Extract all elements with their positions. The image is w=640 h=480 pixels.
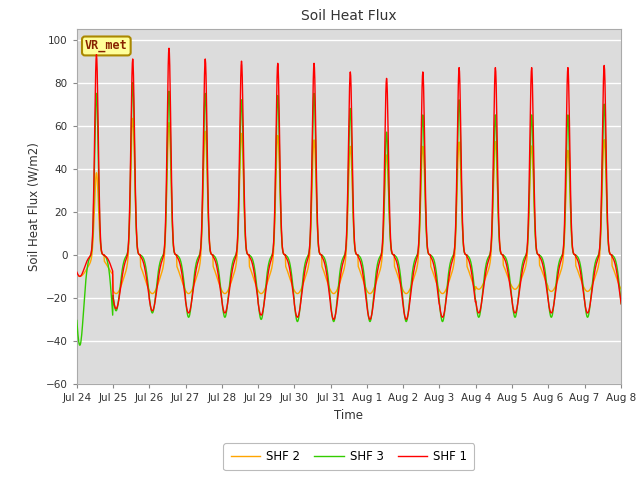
SHF 1 [164, 106, 172, 112]
SHF 2 [504, 275, 512, 281]
SHF 1 [165, 46, 173, 51]
SHF 1 [330, 316, 337, 322]
SHF 2 [589, 279, 597, 285]
SHF 2 [73, 272, 81, 277]
SHF 3 [129, 80, 136, 85]
Title: Soil Heat Flux: Soil Heat Flux [301, 10, 397, 24]
X-axis label: Time: Time [334, 408, 364, 421]
SHF 3 [164, 102, 172, 108]
SHF 1 [589, 278, 597, 284]
SHF 3 [76, 342, 84, 348]
Line: SHF 1: SHF 1 [77, 48, 640, 319]
Line: SHF 3: SHF 3 [77, 83, 640, 345]
SHF 2 [366, 291, 374, 297]
SHF 3 [73, 318, 81, 324]
SHF 1 [504, 271, 512, 276]
SHF 2 [164, 141, 172, 147]
Line: SHF 2: SHF 2 [77, 119, 640, 294]
SHF 2 [129, 116, 136, 121]
SHF 1 [73, 269, 81, 275]
SHF 3 [504, 264, 512, 270]
SHF 3 [342, 249, 349, 254]
SHF 3 [589, 272, 597, 278]
SHF 2 [352, 251, 360, 256]
SHF 2 [341, 261, 349, 267]
SHF 1 [353, 251, 360, 257]
Legend: SHF 2, SHF 3, SHF 1: SHF 2, SHF 3, SHF 1 [223, 443, 474, 470]
SHF 3 [353, 252, 360, 257]
Text: VR_met: VR_met [85, 39, 128, 52]
SHF 1 [342, 250, 349, 255]
Y-axis label: Soil Heat Flux (W/m2): Soil Heat Flux (W/m2) [28, 142, 40, 271]
